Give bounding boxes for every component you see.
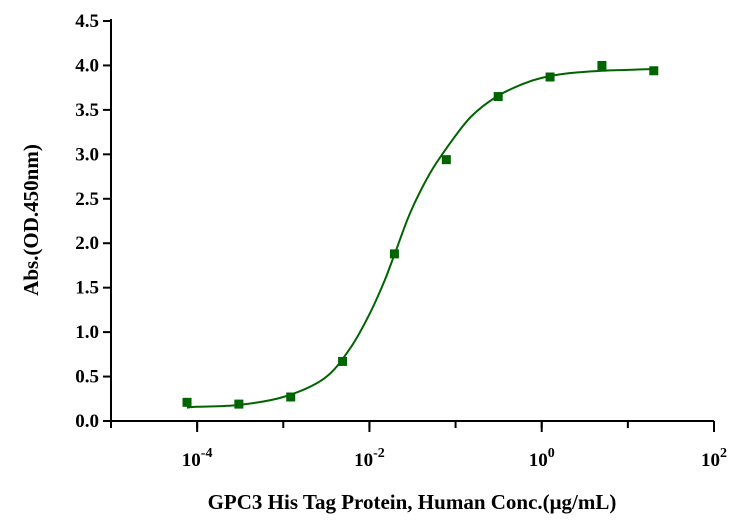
x-tick-label: 102 [701,446,727,471]
x-tick-label: 10-4 [182,446,213,471]
y-tick-label: 1.5 [75,278,99,299]
x-axis-title: GPC3 His Tag Protein, Human Conc.(μg/mL) [208,490,617,514]
x-tick-exponent: 2 [720,446,727,461]
x-tick-exponent: 0 [548,446,555,461]
x-tick-base: 10 [701,450,720,471]
y-axis-title: Abs.(OD.450nm) [19,144,43,296]
x-tick-exponent: -4 [201,446,213,461]
data-point [389,249,399,259]
data-point [182,397,192,407]
data-point [338,356,348,366]
data-points [182,60,659,409]
data-point [441,155,451,165]
y-tick-label: 2.5 [75,189,99,210]
x-axis-ticks: 10-4 10-2 100 102 [110,421,727,471]
x-tick-base: 10 [182,450,201,471]
data-point [286,392,296,402]
x-tick-label: 10-2 [354,446,385,471]
x-tick-base: 10 [529,450,548,471]
y-tick-label: 3.0 [75,144,99,165]
y-axis-ticks: 0.0 0.5 1.0 1.5 2.0 2.5 3.0 3.5 4.0 4.5 [75,11,111,432]
data-point [234,399,244,409]
data-point [649,66,659,76]
y-tick-label: 3.5 [75,100,99,121]
y-tick-label: 0.0 [75,411,99,432]
y-tick-label: 4.5 [75,11,99,32]
y-tick-label: 2.0 [75,233,99,254]
x-tick-base: 10 [354,450,373,471]
data-point [545,72,555,82]
x-tick-exponent: -2 [373,446,385,461]
fit-curve [186,68,654,409]
data-point [493,92,503,102]
x-tick-label: 100 [529,446,555,471]
y-tick-label: 0.5 [75,367,99,388]
y-tick-label: 1.0 [75,322,99,343]
data-point [597,60,607,70]
y-tick-label: 4.0 [75,55,99,76]
